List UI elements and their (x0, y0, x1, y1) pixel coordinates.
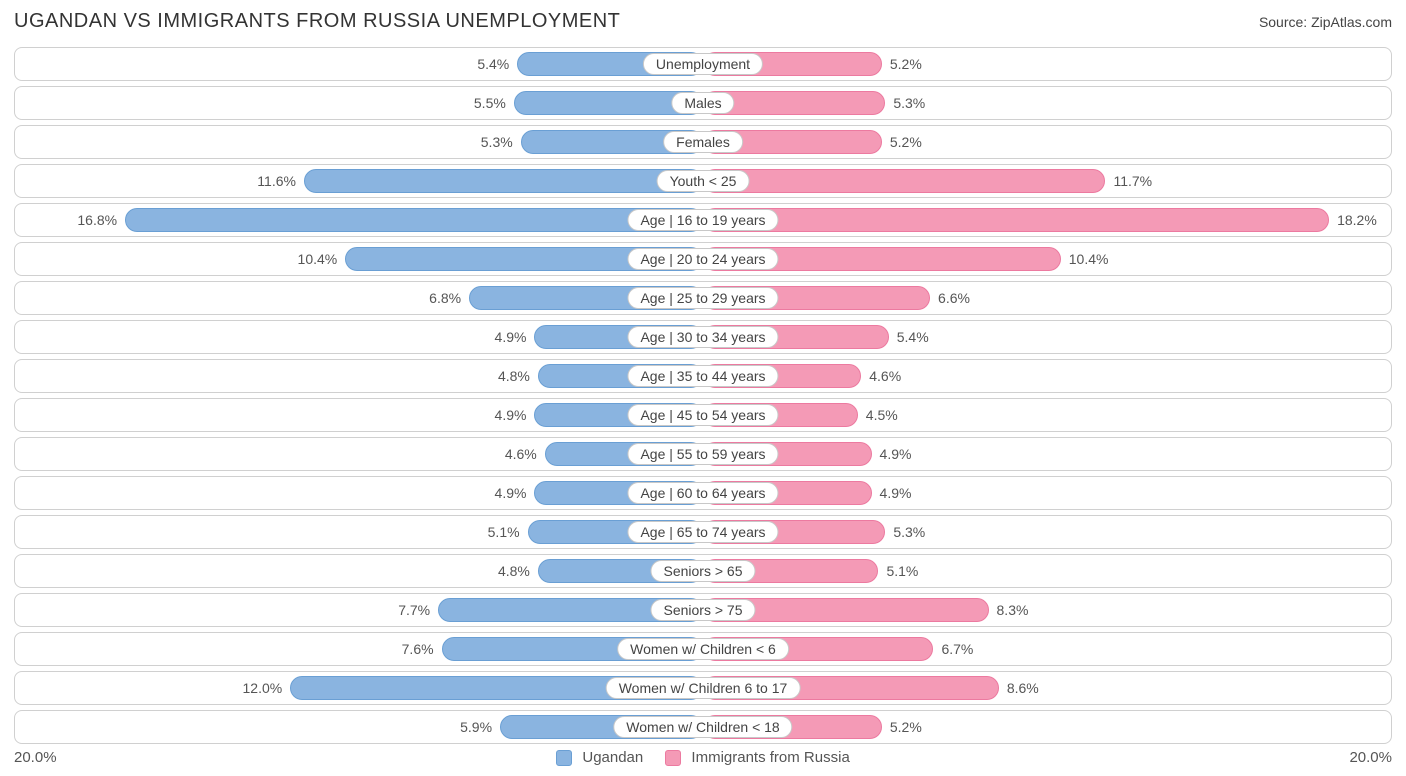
category-label: Seniors > 75 (651, 599, 756, 621)
chart-row: 4.8% 5.1% Seniors > 65 (14, 554, 1392, 588)
category-label: Age | 25 to 29 years (627, 287, 778, 309)
chart-row: 12.0% 8.6% Women w/ Children 6 to 17 (14, 671, 1392, 705)
value-right: 18.2% (1337, 212, 1377, 228)
category-label: Women w/ Children < 6 (617, 638, 789, 660)
legend-item-left: Ugandan (556, 749, 643, 766)
category-label: Males (671, 92, 734, 114)
category-label: Women w/ Children 6 to 17 (606, 677, 801, 699)
value-right: 5.3% (893, 95, 925, 111)
diverging-bar-chart: 5.4% 5.2% Unemployment 5.5% 5.3% Males 5.3% 5.2… (14, 47, 1392, 744)
category-label: Age | 35 to 44 years (627, 365, 778, 387)
value-left: 5.5% (474, 95, 506, 111)
legend-item-right: Immigrants from Russia (665, 749, 850, 766)
value-right: 6.7% (941, 641, 973, 657)
chart-row: 4.9% 4.5% Age | 45 to 54 years (14, 398, 1392, 432)
chart-row: 7.7% 8.3% Seniors > 75 (14, 593, 1392, 627)
value-left: 7.6% (402, 641, 434, 657)
value-left: 4.6% (505, 446, 537, 462)
category-label: Age | 30 to 34 years (627, 326, 778, 348)
axis-right-max: 20.0% (1349, 749, 1392, 766)
category-label: Age | 65 to 74 years (627, 521, 778, 543)
value-left: 4.9% (495, 407, 527, 423)
value-left: 10.4% (298, 251, 338, 267)
value-left: 16.8% (77, 212, 117, 228)
value-right: 5.2% (890, 134, 922, 150)
value-left: 4.9% (495, 329, 527, 345)
bar-left (125, 208, 703, 232)
bar-right (703, 208, 1329, 232)
chart-row: 5.9% 5.2% Women w/ Children < 18 (14, 710, 1392, 744)
value-right: 11.7% (1113, 173, 1152, 189)
category-label: Age | 16 to 19 years (627, 209, 778, 231)
value-right: 4.9% (880, 446, 912, 462)
value-left: 5.1% (488, 524, 520, 540)
category-label: Age | 60 to 64 years (627, 482, 778, 504)
value-left: 5.3% (481, 134, 513, 150)
chart-row: 5.3% 5.2% Females (14, 125, 1392, 159)
value-right: 5.3% (893, 524, 925, 540)
value-right: 4.6% (869, 368, 901, 384)
value-right: 6.6% (938, 290, 970, 306)
value-right: 8.6% (1007, 680, 1039, 696)
value-left: 11.6% (257, 173, 296, 189)
value-left: 5.9% (460, 719, 492, 735)
category-label: Age | 55 to 59 years (627, 443, 778, 465)
chart-row: 4.9% 4.9% Age | 60 to 64 years (14, 476, 1392, 510)
category-label: Youth < 25 (657, 170, 750, 192)
chart-row: 4.6% 4.9% Age | 55 to 59 years (14, 437, 1392, 471)
bar-left (304, 169, 703, 193)
category-label: Age | 20 to 24 years (627, 248, 778, 270)
chart-row: 11.6% 11.7% Youth < 25 (14, 164, 1392, 198)
chart-row: 5.5% 5.3% Males (14, 86, 1392, 120)
category-label: Women w/ Children < 18 (613, 716, 792, 738)
chart-row: 6.8% 6.6% Age | 25 to 29 years (14, 281, 1392, 315)
value-right: 4.5% (866, 407, 898, 423)
chart-row: 5.4% 5.2% Unemployment (14, 47, 1392, 81)
value-right: 4.9% (880, 485, 912, 501)
value-left: 7.7% (398, 602, 430, 618)
chart-row: 5.1% 5.3% Age | 65 to 74 years (14, 515, 1392, 549)
value-right: 5.2% (890, 719, 922, 735)
category-label: Seniors > 65 (651, 560, 756, 582)
value-left: 4.8% (498, 563, 530, 579)
legend-label-left: Ugandan (582, 749, 643, 766)
value-right: 5.2% (890, 56, 922, 72)
chart-row: 4.9% 5.4% Age | 30 to 34 years (14, 320, 1392, 354)
chart-row: 7.6% 6.7% Women w/ Children < 6 (14, 632, 1392, 666)
category-label: Unemployment (643, 53, 763, 75)
value-left: 12.0% (243, 680, 283, 696)
value-right: 5.1% (886, 563, 918, 579)
legend: Ugandan Immigrants from Russia (556, 749, 850, 766)
value-right: 10.4% (1069, 251, 1109, 267)
value-left: 4.8% (498, 368, 530, 384)
value-left: 5.4% (477, 56, 509, 72)
chart-row: 16.8% 18.2% Age | 16 to 19 years (14, 203, 1392, 237)
bar-right (703, 169, 1105, 193)
legend-label-right: Immigrants from Russia (691, 749, 849, 766)
legend-swatch-right (665, 750, 681, 766)
chart-row: 4.8% 4.6% Age | 35 to 44 years (14, 359, 1392, 393)
value-right: 8.3% (997, 602, 1029, 618)
chart-source: Source: ZipAtlas.com (1259, 14, 1392, 30)
category-label: Age | 45 to 54 years (627, 404, 778, 426)
chart-title: UGANDAN VS IMMIGRANTS FROM RUSSIA UNEMPL… (14, 10, 620, 33)
axis-left-max: 20.0% (14, 749, 57, 766)
category-label: Females (663, 131, 743, 153)
value-right: 5.4% (897, 329, 929, 345)
value-left: 4.9% (495, 485, 527, 501)
value-left: 6.8% (429, 290, 461, 306)
chart-row: 10.4% 10.4% Age | 20 to 24 years (14, 242, 1392, 276)
legend-swatch-left (556, 750, 572, 766)
